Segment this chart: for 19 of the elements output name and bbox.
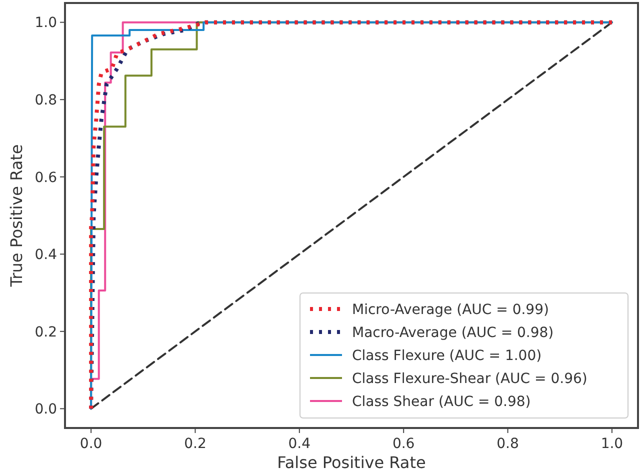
y-axis-title: True Positive Rate bbox=[7, 144, 26, 288]
y-tick-label: 0.8 bbox=[34, 92, 57, 108]
legend-label: Class Flexure (AUC = 1.00) bbox=[352, 348, 542, 364]
legend-label: Class Shear (AUC = 0.98) bbox=[352, 394, 531, 410]
y-tick-label: 0.0 bbox=[34, 402, 57, 418]
y-tick-label: 0.6 bbox=[34, 170, 58, 186]
legend-label: Micro-Average (AUC = 0.99) bbox=[352, 302, 549, 318]
x-tick-label: 0.2 bbox=[184, 436, 206, 452]
y-tick-label: 0.4 bbox=[34, 247, 58, 264]
x-tick-label: 1.0 bbox=[600, 436, 624, 452]
x-tick-label: 0.0 bbox=[80, 436, 102, 452]
y-tick-label: 1.0 bbox=[34, 15, 57, 32]
x-tick-label: 0.8 bbox=[496, 436, 519, 452]
x-tick-label: 0.4 bbox=[288, 436, 311, 452]
legend-label: Macro-Average (AUC = 0.98) bbox=[352, 324, 554, 341]
legend-label: Class Flexure-Shear (AUC = 0.96) bbox=[352, 370, 588, 387]
x-axis-title: False Positive Rate bbox=[277, 453, 426, 472]
y-tick-label: 0.2 bbox=[34, 324, 57, 340]
x-tick-label: 0.6 bbox=[392, 436, 415, 452]
